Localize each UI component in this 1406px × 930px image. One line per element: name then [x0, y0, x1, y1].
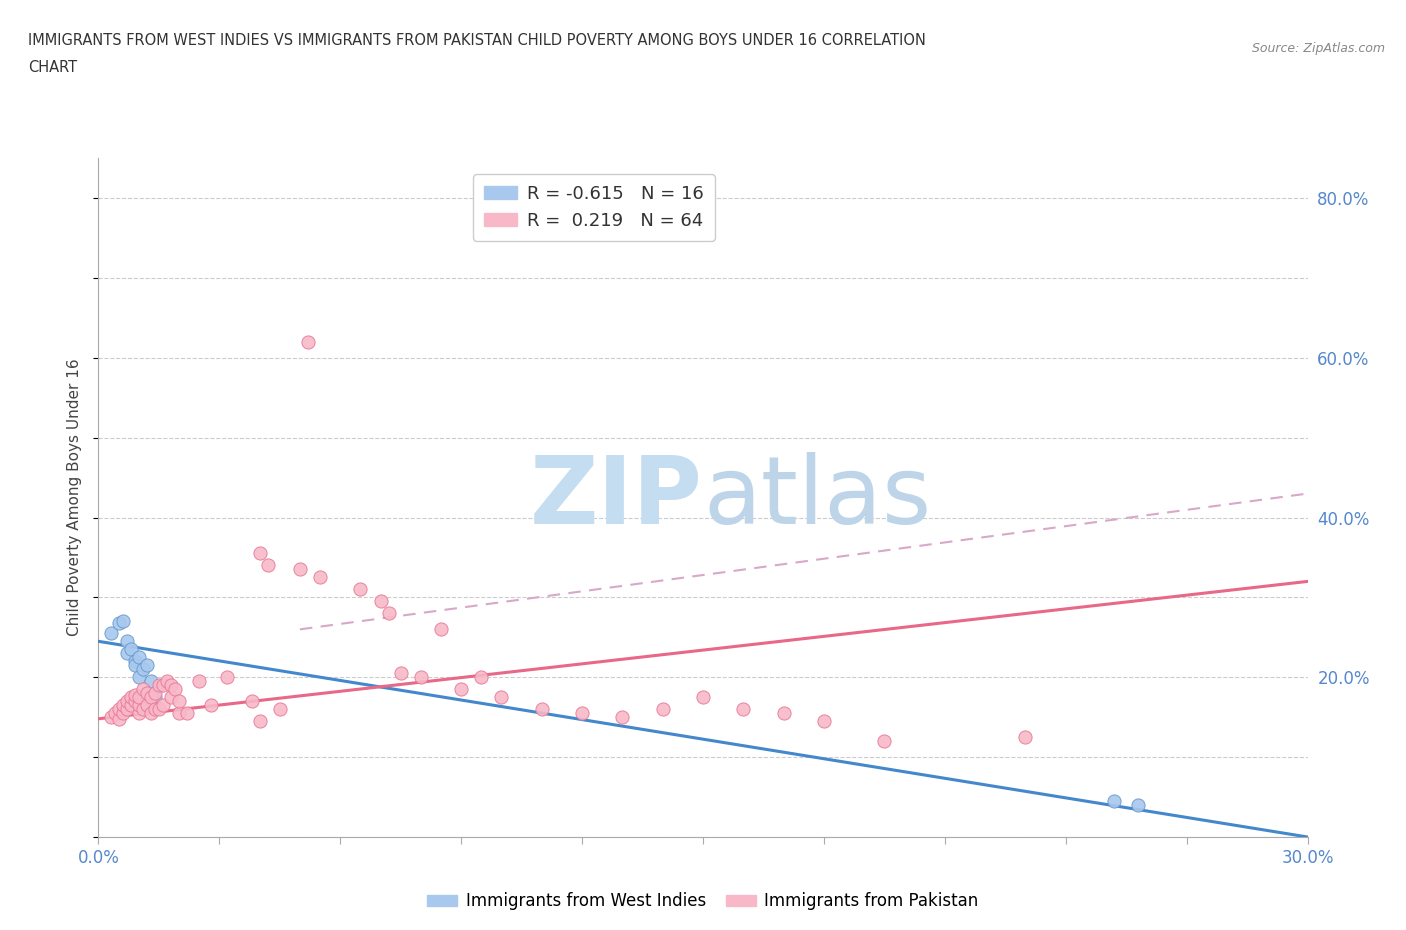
Point	[772, 706, 794, 721]
Point	[115, 634, 138, 649]
Point	[139, 690, 162, 705]
Point	[163, 682, 186, 697]
Point	[249, 713, 271, 728]
Point	[128, 650, 150, 665]
Point	[612, 710, 634, 724]
Point	[430, 622, 453, 637]
Point	[152, 698, 174, 712]
Point	[217, 670, 239, 684]
Point	[128, 706, 150, 721]
Point	[115, 702, 138, 717]
Point	[124, 694, 146, 709]
Point	[107, 702, 129, 717]
Point	[409, 670, 432, 684]
Point	[692, 690, 714, 705]
Text: Source: ZipAtlas.com: Source: ZipAtlas.com	[1251, 42, 1385, 55]
Legend: Immigrants from West Indies, Immigrants from Pakistan: Immigrants from West Indies, Immigrants …	[420, 885, 986, 917]
Point	[128, 670, 150, 684]
Point	[148, 702, 170, 717]
Point	[107, 711, 129, 726]
Point	[491, 690, 513, 705]
Point	[107, 616, 129, 631]
Text: atlas: atlas	[703, 452, 931, 543]
Point	[100, 626, 122, 641]
Point	[156, 674, 179, 689]
Point	[176, 706, 198, 721]
Point	[188, 674, 211, 689]
Point	[128, 698, 150, 712]
Text: ZIP: ZIP	[530, 452, 703, 543]
Point	[143, 690, 166, 705]
Point	[111, 706, 134, 721]
Point	[530, 702, 553, 717]
Legend: R = -0.615   N = 16, R =  0.219   N = 64: R = -0.615 N = 16, R = 0.219 N = 64	[474, 174, 716, 241]
Point	[124, 658, 146, 672]
Point	[148, 678, 170, 693]
Point	[167, 694, 190, 709]
Point	[1128, 798, 1150, 813]
Point	[571, 706, 593, 721]
Point	[139, 674, 162, 689]
Point	[115, 645, 138, 660]
Point	[269, 702, 291, 717]
Point	[470, 670, 492, 684]
Point	[132, 702, 155, 717]
Point	[152, 678, 174, 693]
Point	[256, 558, 278, 573]
Point	[389, 666, 412, 681]
Point	[377, 606, 399, 621]
Point	[733, 702, 755, 717]
Point	[135, 685, 157, 700]
Point	[160, 690, 183, 705]
Point	[132, 662, 155, 677]
Y-axis label: Child Poverty Among Boys Under 16: Child Poverty Among Boys Under 16	[67, 359, 83, 636]
Point	[450, 682, 472, 697]
Point	[103, 706, 125, 721]
Point	[309, 570, 332, 585]
Point	[132, 682, 155, 697]
Point	[120, 690, 142, 705]
Point	[143, 685, 166, 700]
Point	[128, 690, 150, 705]
Point	[167, 706, 190, 721]
Point	[1014, 730, 1036, 745]
Point	[240, 694, 263, 709]
Point	[370, 594, 392, 609]
Point	[160, 678, 183, 693]
Point	[200, 698, 222, 712]
Point	[349, 582, 371, 597]
Point	[111, 698, 134, 712]
Point	[135, 698, 157, 712]
Point	[813, 713, 835, 728]
Point	[288, 562, 311, 577]
Text: IMMIGRANTS FROM WEST INDIES VS IMMIGRANTS FROM PAKISTAN CHILD POVERTY AMONG BOYS: IMMIGRANTS FROM WEST INDIES VS IMMIGRANT…	[28, 33, 927, 47]
Point	[1102, 793, 1125, 808]
Point	[120, 698, 142, 712]
Point	[120, 642, 142, 657]
Point	[651, 702, 673, 717]
Text: CHART: CHART	[28, 60, 77, 75]
Point	[124, 687, 146, 702]
Point	[139, 706, 162, 721]
Point	[111, 614, 134, 629]
Point	[249, 546, 271, 561]
Point	[873, 734, 896, 749]
Point	[115, 694, 138, 709]
Point	[143, 702, 166, 717]
Point	[100, 710, 122, 724]
Point	[297, 335, 319, 350]
Point	[124, 654, 146, 669]
Point	[135, 658, 157, 672]
